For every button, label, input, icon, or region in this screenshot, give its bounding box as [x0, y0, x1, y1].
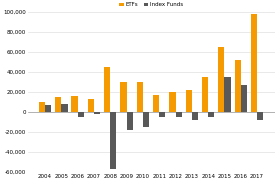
Bar — [71, 96, 78, 112]
Bar — [110, 112, 116, 169]
Bar — [78, 112, 84, 117]
Bar — [192, 112, 198, 120]
Bar — [186, 90, 192, 112]
Legend: ETFs, Index Funds: ETFs, Index Funds — [119, 2, 183, 8]
Bar — [45, 105, 51, 112]
Bar — [241, 85, 247, 112]
Bar — [175, 112, 182, 117]
Bar — [218, 47, 224, 112]
Bar — [257, 112, 263, 120]
Bar — [39, 102, 45, 112]
Bar — [143, 112, 149, 127]
Bar — [159, 112, 165, 117]
Bar — [235, 60, 241, 112]
Bar — [153, 95, 159, 112]
Bar — [104, 67, 110, 112]
Bar — [88, 99, 94, 112]
Bar — [126, 112, 133, 130]
Bar — [61, 104, 68, 112]
Bar — [55, 97, 61, 112]
Bar — [137, 82, 143, 112]
Bar — [94, 112, 100, 114]
Bar — [208, 112, 214, 117]
Bar — [120, 82, 126, 112]
Bar — [169, 92, 175, 112]
Bar — [202, 77, 208, 112]
Bar — [224, 77, 231, 112]
Bar — [251, 14, 257, 112]
